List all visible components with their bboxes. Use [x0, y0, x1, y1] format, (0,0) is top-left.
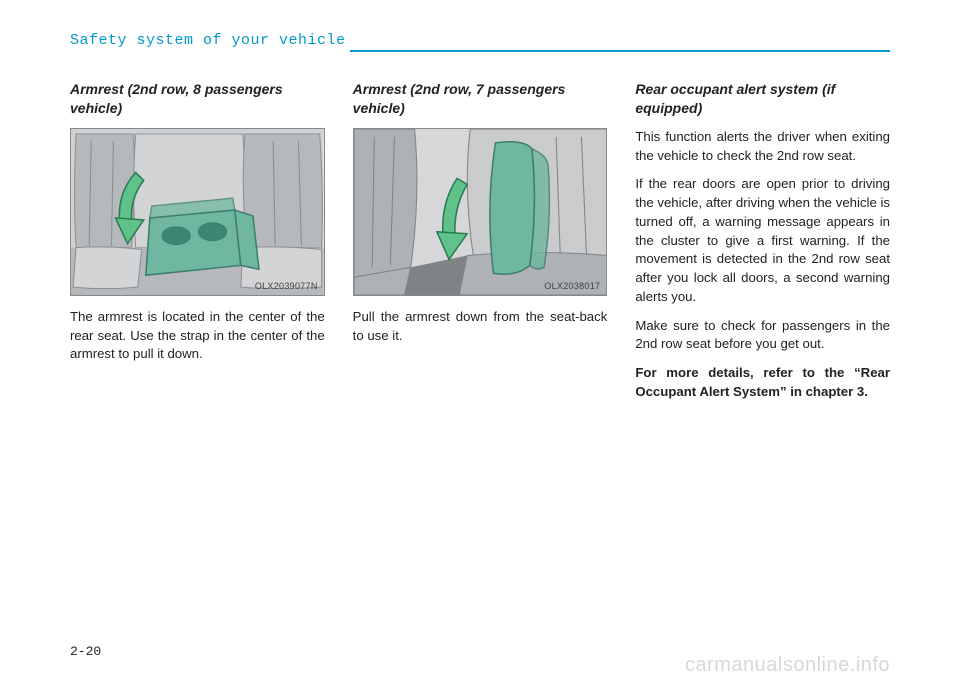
section-title: Safety system of your vehicle	[70, 32, 346, 52]
col3-body-1: This function alerts the driver when exi…	[635, 128, 890, 165]
col1-body-1: The armrest is located in the center of …	[70, 308, 325, 364]
col2-subhead: Armrest (2nd row, 7 passengers vehicle)	[353, 80, 608, 118]
col1-subhead: Armrest (2nd row, 8 passengers vehicle)	[70, 80, 325, 118]
col1-figure: OLX2039077N	[70, 128, 325, 296]
armrest-7pax-illustration	[354, 129, 607, 295]
col2-body-1: Pull the armrest down from the seat-back…	[353, 308, 608, 345]
column-1: Armrest (2nd row, 8 passengers vehicle)	[70, 80, 325, 412]
page-header: Safety system of your vehicle	[70, 32, 890, 52]
content-columns: Armrest (2nd row, 8 passengers vehicle)	[70, 80, 890, 412]
col3-body-3: Make sure to check for passengers in the…	[635, 317, 890, 354]
col3-body-4: For more details, refer to the “Rear Occ…	[635, 364, 890, 401]
col3-subhead: Rear occupant alert system (if equipped)	[635, 80, 890, 118]
page: Safety system of your vehicle Armrest (2…	[0, 0, 960, 689]
col2-figure-code: OLX2038017	[544, 281, 600, 291]
header-rule	[350, 50, 890, 53]
column-2: Armrest (2nd row, 7 passengers vehicle)	[353, 80, 608, 412]
col1-figure-code: OLX2039077N	[255, 281, 318, 291]
col2-figure: OLX2038017	[353, 128, 608, 296]
col3-body-2: If the rear doors are open prior to driv…	[635, 175, 890, 306]
column-3: Rear occupant alert system (if equipped)…	[635, 80, 890, 412]
watermark: carmanualsonline.info	[685, 654, 890, 677]
page-number: 2-20	[70, 644, 101, 659]
armrest-8pax-illustration	[71, 129, 324, 295]
